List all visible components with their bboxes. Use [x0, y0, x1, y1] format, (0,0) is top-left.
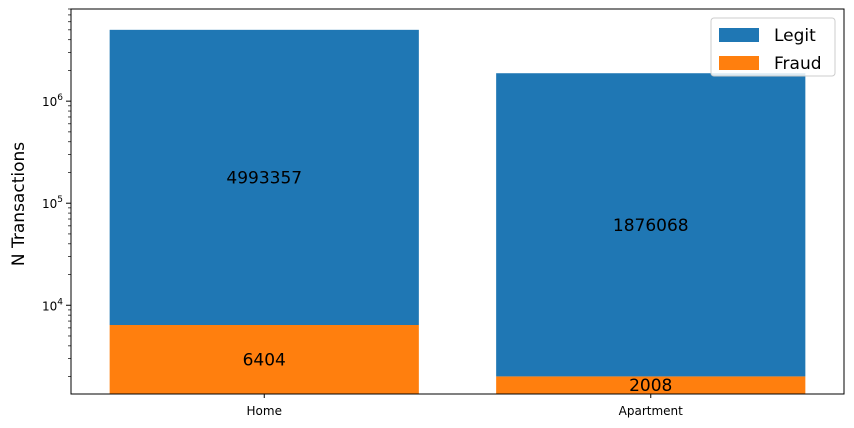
- y-tick-label: 104: [42, 297, 63, 313]
- y-tick-label: 105: [42, 195, 63, 211]
- bar-label-legit-home: 4993357: [226, 168, 302, 188]
- bar-legit-home: [109, 29, 419, 326]
- legend-label-legit: Legit: [774, 26, 816, 46]
- legend-swatch-legit: [719, 28, 759, 42]
- bar-fraud-apartment: [496, 376, 806, 394]
- legend-swatch-fraud: [719, 56, 759, 70]
- y-ticks: 104 105 106: [42, 8, 71, 377]
- bar-legit-apartment: [496, 73, 806, 377]
- bar-label-fraud-apartment: 2008: [629, 376, 672, 396]
- x-tick-label-apartment: Apartment: [619, 404, 683, 418]
- legend: Legit Fraud: [710, 17, 836, 77]
- axes-frame: [70, 8, 845, 395]
- legend-label-fraud: Fraud: [774, 54, 822, 74]
- y-axis-label: N Transactions: [9, 142, 29, 266]
- x-tick-label-home: Home: [247, 404, 282, 418]
- bar-label-fraud-home: 6404: [243, 351, 286, 371]
- bar-labels-layer: 4993357 6404 1876068 2008: [226, 168, 688, 396]
- y-tick-label: 106: [42, 93, 63, 109]
- bars-layer: [109, 29, 806, 394]
- bar-label-legit-apartment: 1876068: [613, 216, 689, 236]
- x-ticks: Home Apartment: [247, 394, 683, 418]
- bar-fraud-home: [109, 325, 419, 394]
